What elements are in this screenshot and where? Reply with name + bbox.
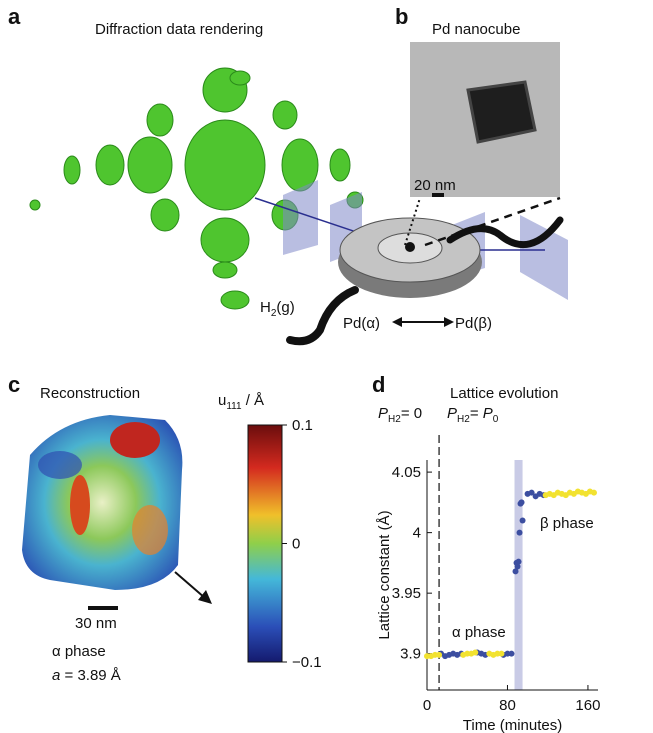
pressure-label: PH2= P0 — [447, 405, 499, 425]
y-tick-label: 4 — [413, 525, 421, 542]
colorbar-tick-label: −0.1 — [292, 654, 322, 671]
nanocube — [468, 82, 535, 142]
panel-letter: a — [8, 4, 21, 29]
reconstruction — [22, 415, 182, 590]
chart-title: Lattice evolution — [450, 385, 558, 402]
arrow-head — [198, 590, 212, 604]
panel-title: Reconstruction — [40, 385, 140, 402]
phase-label: α phase — [452, 624, 506, 641]
pressure-label: PH2= 0 — [378, 405, 422, 425]
transition-left: Pd(α) — [343, 315, 380, 332]
colorbar-tick-label: 0.1 — [292, 417, 313, 434]
point — [508, 651, 514, 657]
text: / Å — [242, 392, 265, 409]
point — [517, 530, 523, 536]
point — [519, 499, 525, 505]
point — [498, 651, 504, 657]
panel-title: Diffraction data rendering — [95, 21, 263, 38]
point — [436, 652, 442, 658]
figure: a Diffraction data rendering H2(g) Pd(α)… — [0, 0, 653, 733]
y-tick-label: 3.9 — [400, 646, 421, 663]
x-tick-label: 0 — [423, 697, 431, 714]
text: = 3.89 Å — [60, 667, 120, 684]
point — [591, 490, 597, 496]
phase-label: β phase — [540, 515, 594, 532]
text: = 0 — [401, 405, 422, 422]
x-tick-label: 80 — [499, 697, 516, 714]
colorbar — [248, 425, 282, 662]
text: = — [470, 405, 483, 422]
text: 111 — [226, 401, 242, 412]
text: a — [52, 667, 60, 684]
colorbar-tick-label: 0 — [292, 536, 300, 553]
text: P — [378, 405, 388, 422]
arrow — [175, 572, 205, 598]
point — [472, 649, 478, 655]
text: H2 — [457, 414, 470, 425]
panel-title: Pd nanocube — [432, 21, 520, 38]
text: P — [483, 405, 493, 422]
text: H2 — [388, 414, 401, 425]
lattice-label: a = 3.89 Å — [52, 667, 121, 684]
text: P — [447, 405, 457, 422]
transition-right: Pd(β) — [455, 315, 492, 332]
scale-label: 20 nm — [414, 177, 456, 194]
text: H — [260, 299, 271, 316]
point — [516, 559, 522, 565]
arrow-head — [392, 317, 402, 327]
scale-label: 30 nm — [75, 615, 117, 632]
point — [520, 518, 526, 524]
panel-letter: c — [8, 372, 20, 397]
arrow-head — [444, 317, 454, 327]
phase-label: α phase — [52, 643, 106, 660]
x-axis-label: Time (minutes) — [463, 717, 562, 733]
shaded-region — [515, 460, 523, 690]
x-tick-label: 160 — [575, 697, 600, 714]
y-tick-label: 3.95 — [392, 585, 421, 602]
y-axis-label: Lattice constant (Å) — [376, 510, 393, 639]
gas-label: H2(g) — [260, 299, 295, 319]
colorbar-label: u111 / Å — [218, 392, 264, 412]
panel-letter: d — [372, 372, 385, 397]
text: 0 — [493, 414, 499, 425]
panel-letter: b — [395, 4, 408, 29]
y-tick-label: 4.05 — [392, 464, 421, 481]
text: (g) — [276, 299, 294, 316]
text: u — [218, 392, 226, 409]
